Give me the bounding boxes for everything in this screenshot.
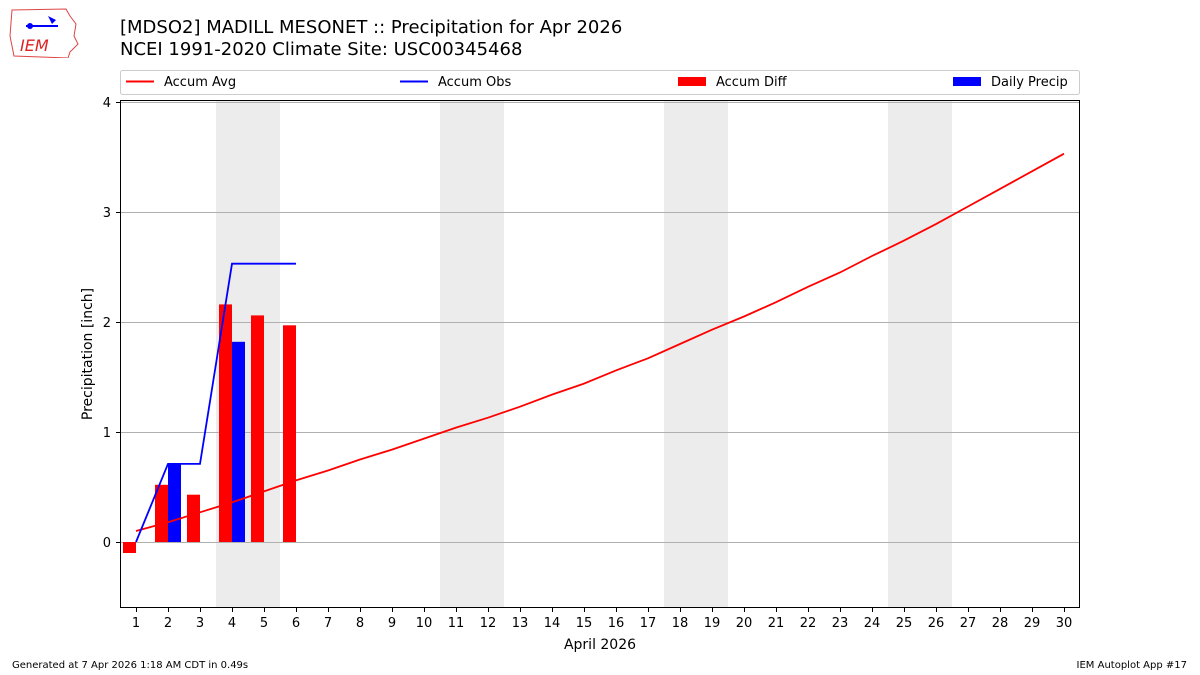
legend-label: Accum Diff <box>716 75 788 90</box>
accum-diff-bar <box>219 304 232 542</box>
legend: Accum Avg Accum Obs Accum Diff Daily Precip <box>120 70 1080 95</box>
app-label: IEM Autoplot App #17 <box>1076 660 1187 671</box>
legend-label: Daily Precip <box>991 75 1068 90</box>
y-tick-label: 4 <box>103 96 111 111</box>
iem-logo: IEM <box>8 6 80 62</box>
x-tick-label: 17 <box>640 616 657 631</box>
y-axis-label: Precipitation [inch] <box>80 288 96 420</box>
x-tick-label: 1 <box>132 616 140 631</box>
x-tick-label: 4 <box>228 616 236 631</box>
accum-diff-bar <box>123 542 136 553</box>
title-line-2: NCEI 1991-2020 Climate Site: USC00345468 <box>120 39 523 60</box>
x-tick-label: 28 <box>992 616 1009 631</box>
accum-obs-line <box>135 262 296 543</box>
x-tick-label: 13 <box>512 616 529 631</box>
svg-text:IEM: IEM <box>20 36 49 55</box>
x-tick-label: 29 <box>1024 616 1041 631</box>
chart-title: [MDSO2] MADILL MESONET :: Precipitation … <box>120 17 622 61</box>
x-tick-label: 14 <box>544 616 561 631</box>
x-tick-label: 16 <box>608 616 625 631</box>
x-tick-label: 15 <box>576 616 593 631</box>
y-tick-label: 2 <box>103 316 111 331</box>
x-tick-label: 2 <box>164 616 172 631</box>
legend-label: Accum Obs <box>438 75 511 90</box>
weekend-shade <box>440 101 504 608</box>
x-tick-label: 3 <box>196 616 204 631</box>
x-tick-label: 22 <box>800 616 817 631</box>
x-tick-label: 23 <box>832 616 849 631</box>
x-tick-label: 19 <box>704 616 721 631</box>
x-tick-label: 26 <box>928 616 945 631</box>
accum-diff-bar <box>283 325 296 542</box>
x-tick-label: 30 <box>1056 616 1073 631</box>
x-tick-label: 12 <box>480 616 497 631</box>
daily-precip-bar <box>168 463 181 542</box>
x-tick-label: 8 <box>356 616 364 631</box>
legend-swatch <box>953 77 981 86</box>
x-tick-label: 20 <box>736 616 753 631</box>
legend-label: Accum Avg <box>164 75 236 90</box>
x-axis-label: April 2026 <box>564 637 636 653</box>
x-tick-label: 5 <box>260 616 268 631</box>
x-tick-label: 25 <box>896 616 913 631</box>
x-tick-label: 18 <box>672 616 689 631</box>
generated-timestamp: Generated at 7 Apr 2026 1:18 AM CDT in 0… <box>12 660 249 671</box>
x-tick-label: 7 <box>324 616 332 631</box>
x-tick-label: 10 <box>416 616 433 631</box>
accum-diff-bar <box>251 315 264 542</box>
legend-swatch <box>678 77 706 86</box>
x-tick-label: 11 <box>448 616 465 631</box>
daily-precip-bar <box>232 341 245 542</box>
x-tick-label: 24 <box>864 616 881 631</box>
accum-diff-bar <box>187 494 200 542</box>
accum-avg-line <box>135 152 1065 532</box>
weekend-shade <box>664 101 728 608</box>
title-line-1: [MDSO2] MADILL MESONET :: Precipitation … <box>120 17 623 38</box>
weekend-shade <box>888 101 952 608</box>
y-tick-label: 3 <box>103 206 111 221</box>
x-tick-label: 9 <box>388 616 396 631</box>
y-tick-label: 0 <box>103 536 111 551</box>
x-tick-label: 27 <box>960 616 977 631</box>
x-tick-label: 6 <box>292 616 300 631</box>
y-tick-label: 1 <box>103 426 111 441</box>
plot-frame <box>120 100 1080 608</box>
accum-diff-bar <box>155 484 168 542</box>
x-tick-label: 21 <box>768 616 785 631</box>
